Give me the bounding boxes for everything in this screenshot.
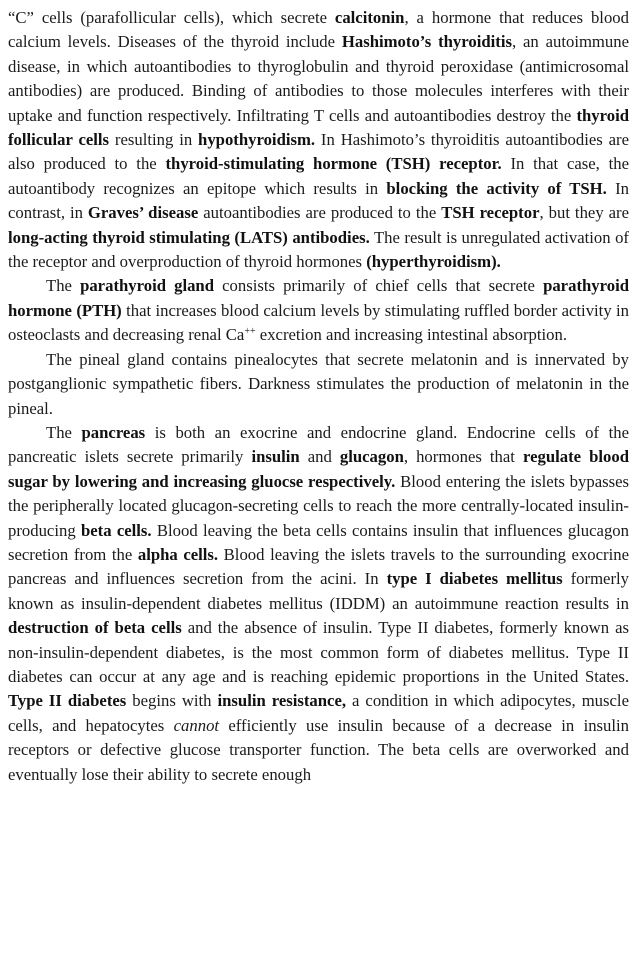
text-run: efficiently use insulin because of a dec… — [8, 715, 630, 784]
bold-term: beta cells. — [80, 520, 152, 540]
text-run: The pineal gland contains pinealocytes t… — [8, 349, 629, 418]
bold-term: Hashimoto’s thyroiditis — [341, 32, 512, 52]
text-run: and — [299, 447, 340, 467]
text-run: , a hormone that reduces blood calcium l… — [8, 8, 629, 52]
bold-term: (hyperthyroidism). — [366, 252, 501, 272]
bold-term: calcitonin — [334, 8, 405, 27]
bold-term: type I diabetes mellitus — [386, 569, 563, 589]
text-run: formerly known as insulin-dependent diab… — [8, 569, 629, 613]
text-run: , hormones that — [403, 447, 523, 467]
text-run: Blood entering the islets bypasses the p… — [8, 471, 629, 540]
text-run: The — [46, 276, 81, 296]
text-run: is both an exocrine and endocrine gland.… — [8, 422, 629, 467]
superscript: ++ — [244, 326, 256, 338]
text-run: Blood leaving the islets travels to the … — [8, 544, 629, 589]
text-run: begins with — [126, 691, 218, 711]
bold-term: TSH receptor — [441, 203, 540, 223]
bold-term: thyroid-stimulating hormone (TSH) recept… — [165, 154, 502, 174]
paragraph-pineal: The pineal gland contains pinealocytes t… — [8, 348, 629, 421]
text-run: , but they are — [539, 203, 630, 223]
text-run: “C” cells (parafollicular cells), which … — [8, 8, 335, 27]
paragraph-pancreas: The pancreas is both an exocrine and end… — [8, 421, 629, 787]
text-run: excretion and increasing intestinal abso… — [255, 325, 568, 345]
bold-term: pancreas — [81, 422, 146, 442]
bold-term: Type II diabetes — [8, 691, 127, 711]
text-run: consists primarily of chief cells that s… — [214, 276, 544, 296]
text-run: Blood leaving the beta cells contains in… — [8, 520, 629, 564]
text-run: resulting in — [109, 130, 199, 150]
bold-term: glucagon — [339, 447, 404, 467]
bold-term: hypothyroidism. — [198, 130, 316, 150]
text-run: a condition in which adipocytes, muscle … — [8, 691, 629, 735]
text-run: autoantibodies are produced to the — [198, 203, 442, 223]
bold-term: destruction of beta cells — [8, 618, 182, 638]
text-run: In contrast, in — [8, 178, 629, 223]
text-run: The result is unregulated activation of … — [8, 227, 629, 272]
bold-term: regulate blood sugar by lowering and inc… — [8, 447, 630, 491]
text-run: In that case, the autoantibody recognize… — [8, 154, 630, 198]
text-run: The — [46, 422, 82, 442]
bold-term: parathyroid gland — [80, 276, 214, 296]
bold-term: insulin — [251, 447, 300, 467]
text-run: that increases blood calcium levels by s… — [8, 300, 629, 345]
paragraph-parathyroid: The parathyroid gland consists primarily… — [8, 274, 629, 347]
bold-term: parathyroid hormone (PTH) — [8, 276, 629, 320]
text-run: and the absence of insulin. Type II diab… — [8, 618, 629, 686]
text-run: , an autoimmune disease, in which autoan… — [8, 32, 630, 125]
bold-term: insulin resistance, — [217, 691, 347, 711]
bold-term: alpha cells. — [137, 544, 219, 564]
italic-emphasis: cannot — [173, 715, 220, 735]
bold-term: thyroid follicular cells — [8, 105, 629, 150]
text-run: In Hashimoto’s thyroiditis autoantibodie… — [8, 130, 629, 174]
bold-term: Graves’ disease — [87, 203, 199, 223]
bold-term: long-acting thyroid stimulating (LATS) a… — [8, 227, 370, 247]
paragraph-thyroid: “C” cells (parafollicular cells), which … — [8, 6, 629, 274]
bold-term: blocking the activity of TSH. — [386, 178, 607, 198]
